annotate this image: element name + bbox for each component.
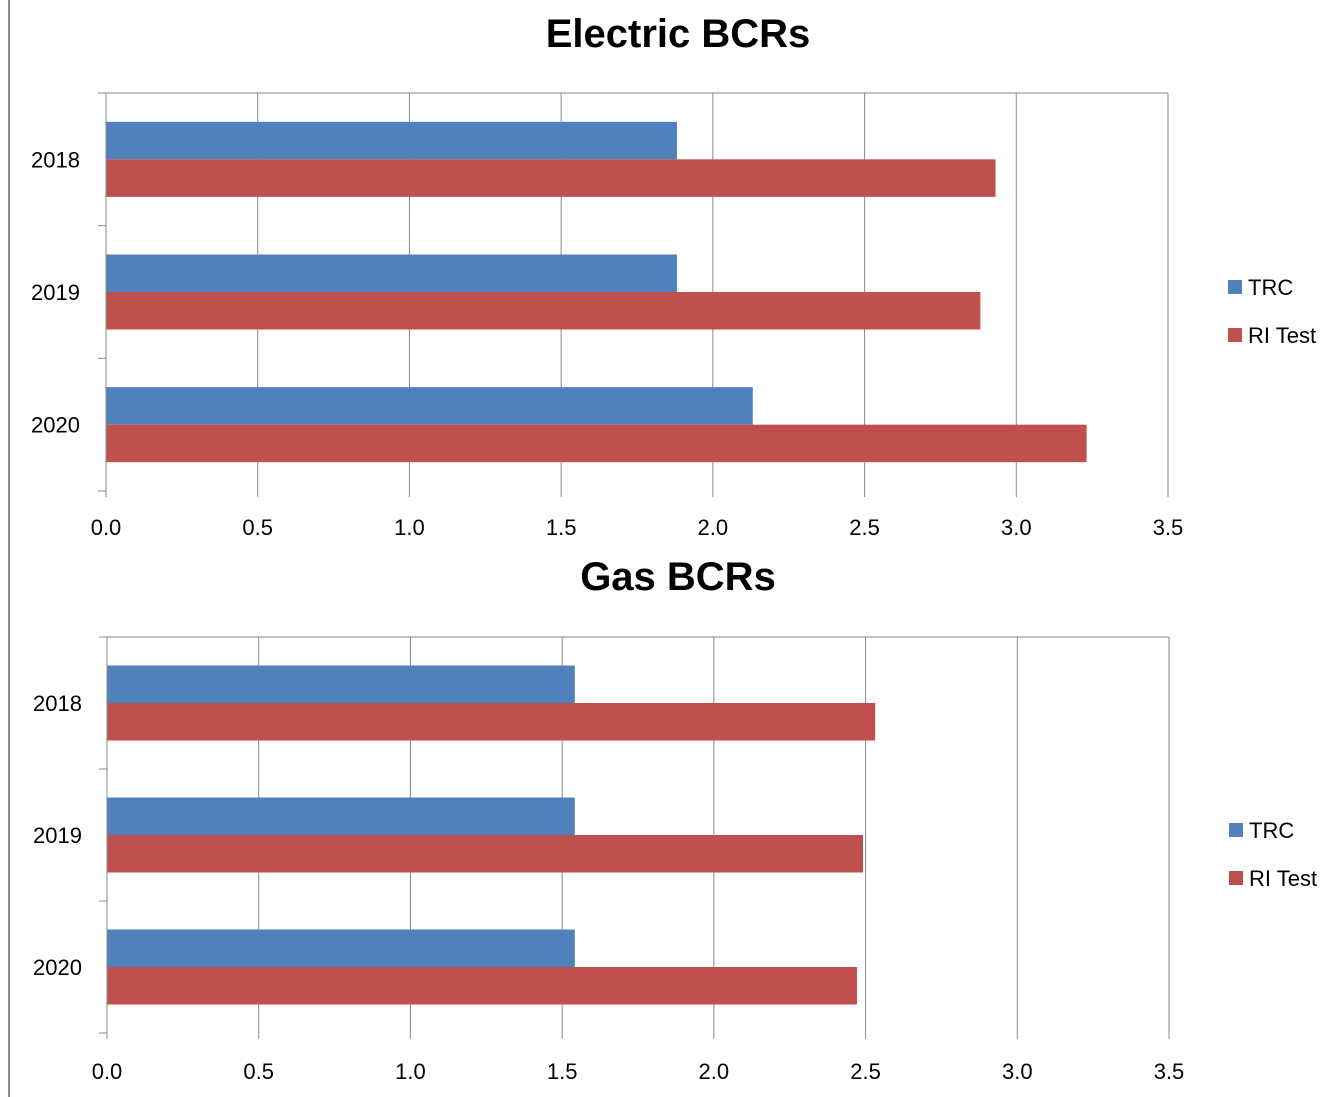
x-tick-label: 1.0 [394,515,425,540]
bar-ri-test [107,703,876,741]
chart-title: Electric BCRs [546,12,811,56]
x-tick-label: 2.5 [850,1059,881,1084]
bar-trc [106,121,677,160]
electric-bcr-chart: Electric BCRs 0.0 0.5 1.0 1.5 2.0 2.5 3.0 3.5 201… [0,0,1336,540]
x-tick-label: 0.0 [92,1059,123,1084]
bar-trc [107,665,575,703]
y-category-label: 2020 [31,413,80,438]
bar-trc [107,929,575,967]
bar-trc [106,254,677,292]
legend-swatch [1228,328,1242,342]
x-tick-label: 2.0 [698,515,729,540]
y-category-label: 2020 [33,955,82,980]
x-tick-label: 1.5 [547,1059,578,1084]
bar-ri-test [106,159,996,197]
left-border-line [8,0,10,1097]
x-tick-label: 1.0 [395,1059,426,1084]
legend-label: TRC [1248,275,1293,300]
electric-bcr-chart-svg: Electric BCRs 0.0 0.5 1.0 1.5 2.0 2.5 3.0 3.5 201… [31,12,1316,540]
y-category-label: 2019 [33,823,82,848]
legend-swatch [1229,871,1243,885]
x-tick-label: 2.5 [849,515,880,540]
x-tick-label: 3.5 [1153,515,1184,540]
legend-label: RI Test [1248,323,1316,348]
x-tick-label: 1.5 [546,515,577,540]
legend-swatch [1228,280,1242,294]
x-tick-label: 0.5 [243,1059,274,1084]
bar-trc [107,797,575,835]
legend-label: TRC [1249,818,1294,843]
y-category-label: 2018 [33,691,82,716]
bar-ri-test [106,424,1087,463]
bar-trc [106,387,753,425]
gas-bcr-chart: Gas BCRs 0.0 0.5 1.0 1.5 2.0 2.5 3.0 3.5 2018 2019… [0,543,1336,1097]
bar-ri-test [107,967,857,1005]
x-tick-label: 3.5 [1154,1059,1185,1084]
legend-label: RI Test [1249,866,1317,891]
x-tick-label: 0.5 [242,515,273,540]
x-tick-label: 3.0 [1001,515,1032,540]
bar-ri-test [107,835,864,873]
bar-ri-test [106,292,981,330]
x-tick-label: 2.0 [699,1059,730,1084]
legend-swatch [1229,823,1243,837]
x-tick-label: 0.0 [91,515,122,540]
gas-bcr-chart-svg: Gas BCRs 0.0 0.5 1.0 1.5 2.0 2.5 3.0 3.5 2018 2019… [33,555,1317,1084]
y-category-label: 2019 [31,280,80,305]
y-category-label: 2018 [31,147,80,172]
x-tick-label: 3.0 [1002,1059,1033,1084]
chart-title: Gas BCRs [580,555,776,599]
